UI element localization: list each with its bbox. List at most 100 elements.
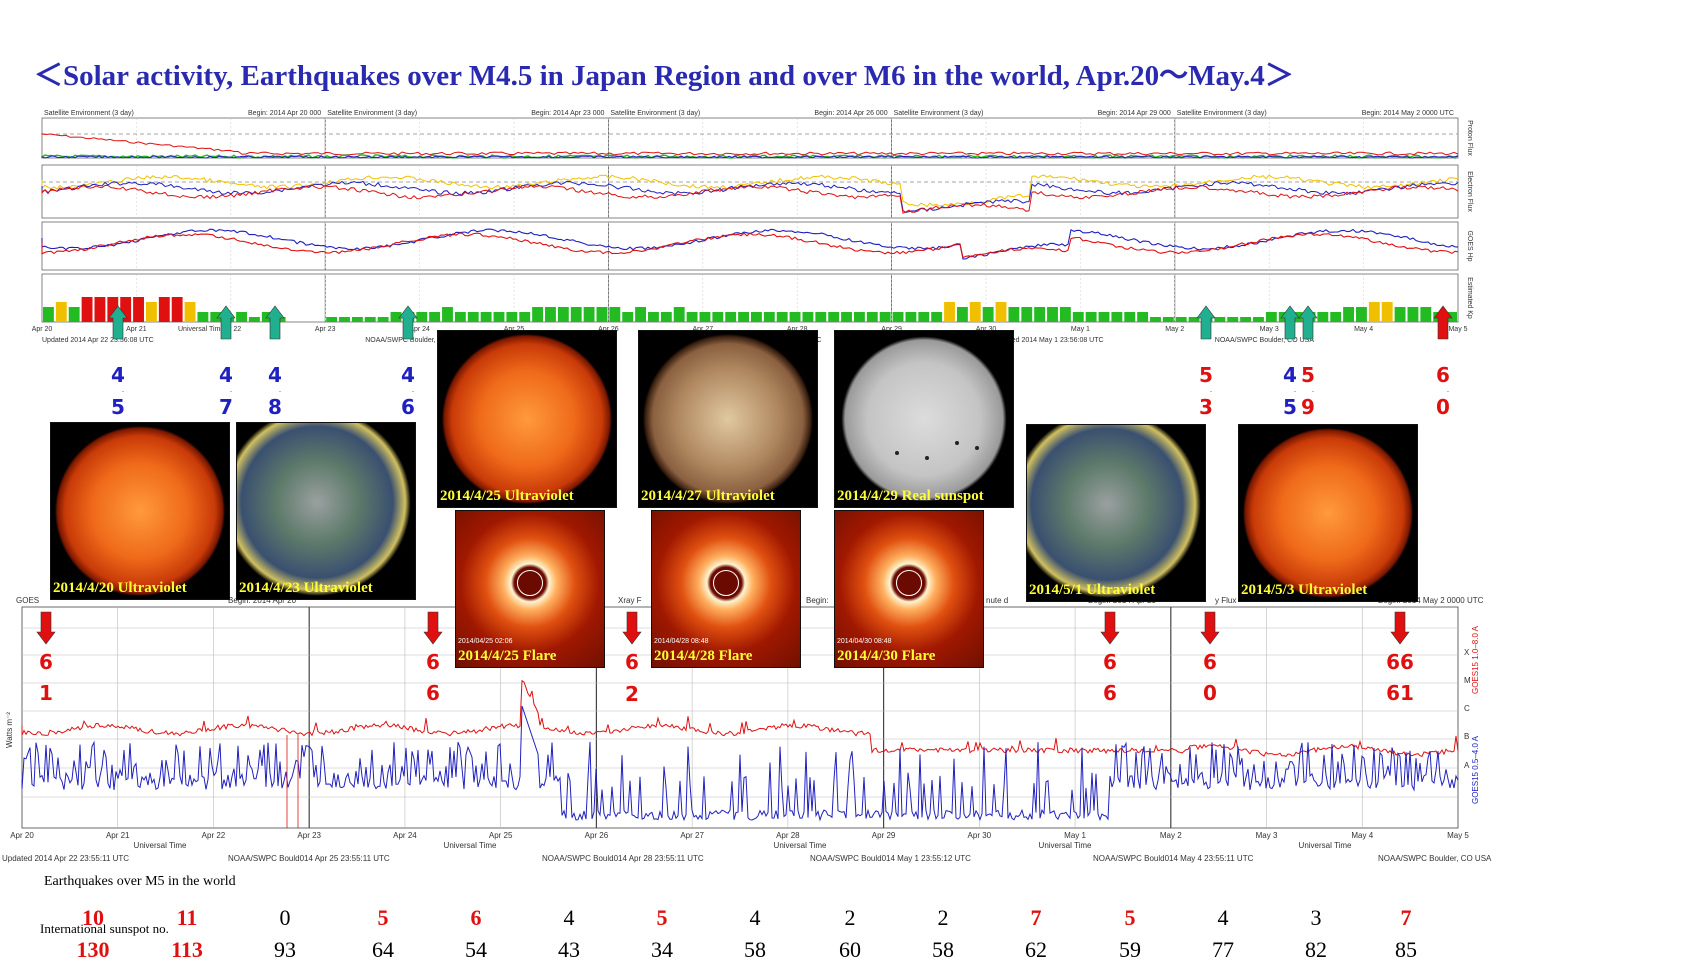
flare-image: 2014/04/25 02:06 2014/4/25 Flare [455,510,605,668]
xray-class-label: X [1464,648,1470,657]
env-panel-frame [41,221,1459,271]
kp-bar [236,312,247,322]
kp-bar [712,312,724,322]
kp-bar [377,317,389,322]
world-quake-digit: 66 [1386,650,1414,674]
japan-quake-arrow [108,305,128,340]
kp-bar [184,302,196,322]
xray-footer-text: NOAA/SWPC Bould014 May 4 23:55:11 UTC [1093,854,1254,863]
kp-bar [493,312,505,322]
kp-bar [364,317,376,322]
env-header-left: Satellite Environment (3 day) [327,110,417,117]
sun-image-caption: 2014/4/20 Ultraviolet [53,580,187,596]
xray-footer-text: Updated 2014 Apr 22 23:55:11 UTC [2,854,129,863]
xray-day-label: Apr 26 [585,831,609,840]
env-day-label: Apr 23 [315,326,336,333]
world-quake-digit: 6 [39,650,53,674]
kp-bar [1356,307,1367,322]
kp-bar [776,312,788,322]
sun-image: 2014/4/27 Ultraviolet [638,330,818,508]
kp-bar [351,317,363,322]
electron-flux-trace [41,184,1459,214]
xray-time-label: Universal Time [134,841,187,850]
env-header-right: Begin: 2014 May 2 0000 UTC [1362,110,1454,117]
japan-quake-digit: 4 [1283,363,1297,387]
kp-bar [1343,307,1355,322]
xray-class-label: M [1464,676,1471,685]
sunspot-number-cell: 82 [1305,937,1327,962]
kp-bar [918,312,930,322]
kp-bar [802,312,814,322]
kp-bar [596,307,608,322]
japan-quake-digit: 5 [111,395,125,419]
occulter-ring [517,570,543,596]
sunspot-dot [895,451,899,455]
kp-bar [583,307,595,322]
xray-day-label: May 4 [1351,831,1373,840]
xray-day-label: Apr 24 [393,831,417,840]
kp-bar [1059,307,1071,322]
env-side-label: Proton Flux [1466,120,1473,156]
flare-image-caption: 2014/4/30 Flare [837,648,936,664]
env-footer-text: NOAA/SWPC Boulder, CO USA [1215,337,1315,344]
kp-bar [635,307,647,322]
kp-bar [557,307,569,322]
env-header-right: Begin: 2014 Apr 20 000 [248,110,321,117]
world-quake-arrow [1200,611,1220,645]
japan-quake-digit: 6 [401,395,415,419]
xray-class-label: A [1464,761,1470,770]
kp-bar [55,302,67,322]
eq-world-label: Earthquakes over M5 in the world [44,874,236,889]
kp-bar [1047,307,1058,322]
kp-bar [956,307,968,322]
japan-quake-arrow [265,305,285,340]
flare-timestamp: 2014/04/28 08:48 [654,638,709,645]
env-day-label: Apr 28 [787,326,808,333]
world-quake-digit: 6 [426,650,440,674]
kp-bar [1137,312,1149,322]
kp-bar [158,297,170,322]
universal-time-label: Universal Time [178,326,224,333]
kp-bar [133,297,144,322]
kp-bar [248,317,260,322]
env-header-left: Satellite Environment (3 day) [44,110,134,117]
env-header-left: Satellite Environment (3 day) [894,110,984,117]
xray-y-label: Watts m⁻² [5,712,14,748]
kp-bar [1330,312,1342,322]
kp-bar [751,312,762,322]
sunspot-label: International sunspot no. [40,921,169,936]
sun-image: 2014/4/23 Ultraviolet [236,422,416,600]
japan-quake-dot: . [412,385,414,394]
kp-bar [390,312,402,322]
kp-bar [673,307,685,322]
world-quake-arrow [423,611,443,645]
sun-image: 2014/4/20 Ultraviolet [50,422,230,600]
kp-bar [1098,312,1110,322]
kp-bar [699,312,711,322]
proton-flux-trace [41,155,1459,159]
kp-bar [686,312,698,322]
occulter-ring [713,570,739,596]
env-header-left: Satellite Environment (3 day) [610,110,700,117]
flare-timestamp: 2014/04/30 08:48 [837,638,892,645]
kp-bar [982,307,994,322]
kp-bar [995,302,1007,322]
kp-bar [197,312,209,322]
world-quake-digit: 61 [1386,681,1414,705]
xray-footer-text: NOAA/SWPC Bould014 Apr 25 23:55:11 UTC [228,854,390,863]
xray-day-label: Apr 21 [106,831,130,840]
kp-bar [1240,317,1252,322]
kp-bar [81,297,93,322]
sunspot-number-cell: 113 [171,937,203,962]
xray-day-label: Apr 25 [489,831,513,840]
japan-quake-dot: . [1210,385,1212,394]
world-quake-digit: 6 [1103,681,1117,705]
sunspot-number-cell: 54 [465,937,487,962]
kp-bar [429,312,441,322]
xray-header-text: Begin: 2014 Apr 20 [228,596,297,605]
kp-bar [545,307,556,322]
japan-quake-digit: 3 [1199,395,1213,419]
kp-bar [1124,312,1136,322]
world-quake-digit: 6 [1103,650,1117,674]
env-side-label: Estimated Kp [1466,277,1473,319]
